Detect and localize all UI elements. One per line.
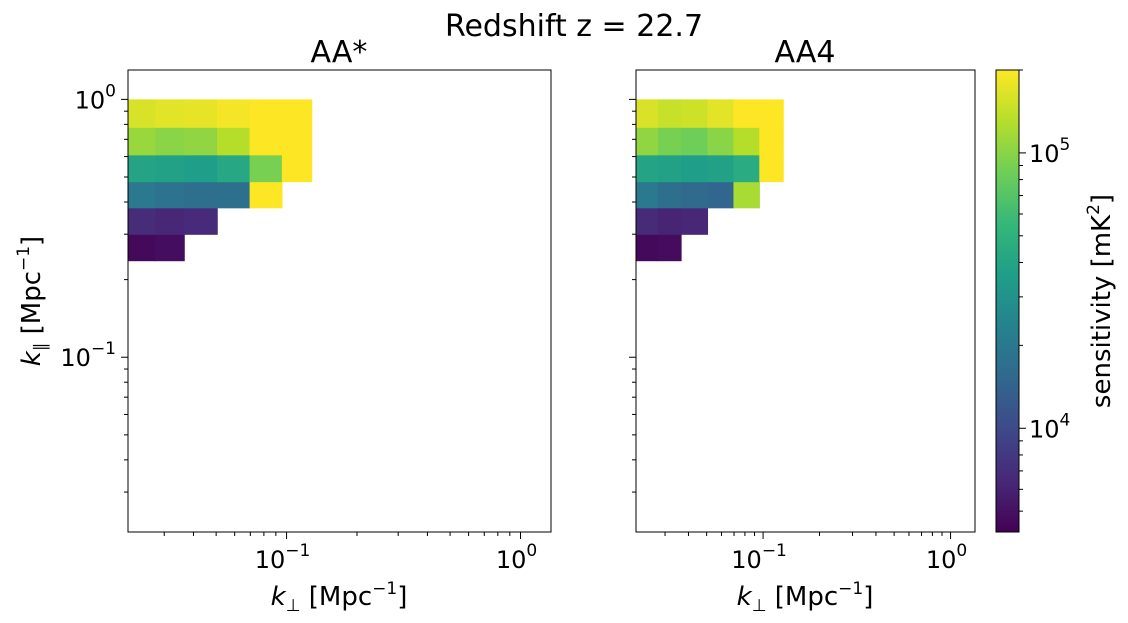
heatmap-cell [636, 207, 659, 235]
heatmap-cell [707, 181, 735, 209]
colorbar-tick-label: 105 [1029, 135, 1070, 168]
heatmap-cell [155, 234, 185, 262]
heatmap-cell [657, 99, 682, 128]
heatmap-cell [636, 127, 659, 156]
heatmap-cell [217, 154, 251, 183]
panel-title: AA* [311, 35, 368, 70]
axis-ticks: 10−1 100 10−1 100 [60, 81, 537, 574]
heatmap-cell [681, 154, 709, 183]
heatmap-cell [155, 154, 185, 183]
y-tick-label: 100 [75, 81, 116, 114]
heatmap-cell [217, 99, 251, 128]
heatmap-cell [707, 127, 735, 156]
colorbar-ticks: 104 105 [1019, 69, 1070, 512]
heatmap-cell [681, 127, 709, 156]
x-axis-label: k⊥ [Mpc−1] [271, 579, 408, 616]
y-tick-label: 10−1 [60, 339, 116, 372]
heatmap-cell [733, 99, 760, 128]
heatmap-cell [657, 154, 682, 183]
heatmap-cell [184, 181, 218, 209]
figure-suptitle: Redshift z = 22.7 [445, 9, 703, 44]
heatmap-cells [636, 99, 784, 262]
heatmap-cell [155, 127, 185, 156]
heatmap-cell [281, 127, 313, 156]
heatmap-cell [707, 99, 735, 128]
heatmap-cell [636, 234, 659, 262]
x-axis-label: k⊥ [Mpc−1] [737, 579, 874, 616]
heatmap-cell [681, 181, 709, 209]
heatmap-cell [707, 154, 735, 183]
heatmap-cell [759, 99, 784, 128]
heatmap-cell [128, 234, 156, 262]
heatmap-cell [249, 127, 283, 156]
heatmap-cell [184, 127, 218, 156]
axes-frame [635, 69, 976, 533]
heatmap-cell [128, 154, 156, 183]
heatmap-cell [249, 154, 283, 183]
heatmap-cell [155, 181, 185, 209]
x-tick-label: 10−1 [255, 541, 311, 574]
heatmap-cell [184, 99, 218, 128]
heatmap-cell [657, 207, 682, 235]
heatmap-cell [657, 234, 682, 262]
y-axis-label: k∥ [Mpc−1] [14, 236, 51, 366]
heatmap-cell [217, 181, 251, 209]
heatmap-cell [636, 99, 659, 128]
heatmap-cell [184, 154, 218, 183]
heatmap-cell [217, 127, 251, 156]
heatmap-cell [733, 181, 760, 209]
heatmap-cell [281, 99, 313, 128]
axis-ticks: 10−1 100 [629, 98, 967, 574]
panel-title: AA4 [775, 35, 836, 70]
heatmap-cell [281, 154, 313, 183]
heatmap-cell [636, 154, 659, 183]
heatmap-cell [128, 181, 156, 209]
panel-aa-star: AA* 10−1 100 10−1 100 k⊥ [Mpc−1] k∥ [Mpc−1] [14, 35, 552, 616]
heatmap-cell [681, 99, 709, 128]
heatmap-cell [128, 127, 156, 156]
colorbar: 104 105 sensitivity [mK2] [995, 69, 1117, 533]
heatmap-cell [249, 181, 283, 209]
heatmap-cell [759, 127, 784, 156]
colorbar-tick-label: 104 [1029, 410, 1070, 443]
heatmap-cell [657, 127, 682, 156]
panel-aa4: AA4 10−1 100 k⊥ [Mpc−1] [629, 35, 976, 616]
heatmap-cell [155, 99, 185, 128]
heatmap-cell [733, 127, 760, 156]
heatmap-cells [128, 99, 313, 262]
colorbar-gradient [995, 69, 1020, 533]
x-tick-label: 10−1 [731, 541, 787, 574]
heatmap-cell [128, 99, 156, 128]
heatmap-cell [681, 207, 709, 235]
heatmap-cell [128, 207, 156, 235]
heatmap-cell [733, 154, 760, 183]
heatmap-cell [155, 207, 185, 235]
heatmap-cell [636, 181, 659, 209]
x-tick-label: 100 [926, 541, 967, 574]
x-tick-label: 100 [496, 541, 537, 574]
heatmap-cell [759, 154, 784, 183]
axes-frame [127, 69, 552, 533]
heatmap-cell [184, 207, 218, 235]
heatmap-cell [657, 181, 682, 209]
heatmap-cell [249, 99, 283, 128]
colorbar-label: sensitivity [mK2] [1084, 194, 1117, 408]
